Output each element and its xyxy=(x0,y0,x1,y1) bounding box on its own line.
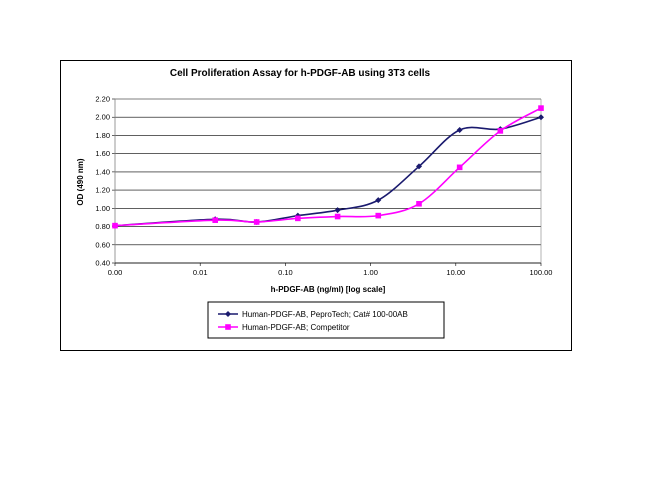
y-tick-label: 1.60 xyxy=(95,149,110,158)
legend-box xyxy=(207,301,445,339)
y-tick-label: 1.80 xyxy=(95,131,110,140)
data-point xyxy=(416,200,422,207)
y-tick-label: 2.00 xyxy=(95,113,110,122)
series-competitor xyxy=(112,105,544,229)
x-tick-label: 10.00 xyxy=(446,268,465,277)
data-point xyxy=(112,222,118,229)
gridlines xyxy=(112,98,542,264)
y-tick-label: 0.40 xyxy=(95,259,110,268)
x-tick-label: 0.10 xyxy=(278,268,293,277)
legend-marker xyxy=(225,324,231,330)
data-point xyxy=(538,114,544,121)
legend-label: Human-PDGF-AB, PeproTech; Cat# 100-00AB xyxy=(242,310,408,319)
data-point xyxy=(253,219,260,225)
legend-marker xyxy=(225,311,231,317)
legend: Human-PDGF-AB, PeproTech; Cat# 100-00AB H… xyxy=(207,301,445,339)
y-tick-label: 1.20 xyxy=(95,186,110,195)
x-tick-labels: 0.00 0.01 0.10 1.00 10.00 100.00 xyxy=(108,263,553,277)
y-tick-label: 1.00 xyxy=(95,204,110,213)
series-line xyxy=(114,107,542,227)
y-tick-label: 1.40 xyxy=(95,167,110,176)
data-point xyxy=(295,215,301,222)
chart-title: Cell Proliferation Assay for h-PDGF-AB u… xyxy=(170,68,431,79)
series-line xyxy=(114,116,542,227)
x-tick-label: 1.00 xyxy=(363,268,378,277)
data-point xyxy=(375,197,382,204)
y-tick-label: 0.80 xyxy=(95,222,110,231)
data-point xyxy=(334,207,341,214)
x-axis-title: h-PDGF-AB (ng/ml) [log scale] xyxy=(271,285,386,294)
x-tick-label: 100.00 xyxy=(530,268,553,277)
data-point xyxy=(497,128,504,134)
y-tick-label: 0.60 xyxy=(95,240,110,249)
series-peprotech xyxy=(112,114,544,229)
data-point xyxy=(456,126,463,133)
y-axis-title: OD (490 nm) xyxy=(76,158,85,205)
data-point xyxy=(334,213,341,220)
x-tick-label: 0.01 xyxy=(193,268,208,277)
x-tick-label: 0.00 xyxy=(108,268,123,277)
data-point xyxy=(538,105,544,111)
legend-label: Human-PDGF-AB; Competitor xyxy=(242,323,350,332)
series-layer xyxy=(112,105,544,229)
data-point xyxy=(375,212,382,219)
data-point xyxy=(212,217,219,223)
data-point xyxy=(456,164,463,171)
y-tick-labels: 0.40 0.60 0.80 1.00 1.20 1.40 1.60 1.80 2.00 2.20 xyxy=(95,95,110,268)
y-tick-label: 2.20 xyxy=(95,95,110,104)
data-point xyxy=(416,163,423,170)
